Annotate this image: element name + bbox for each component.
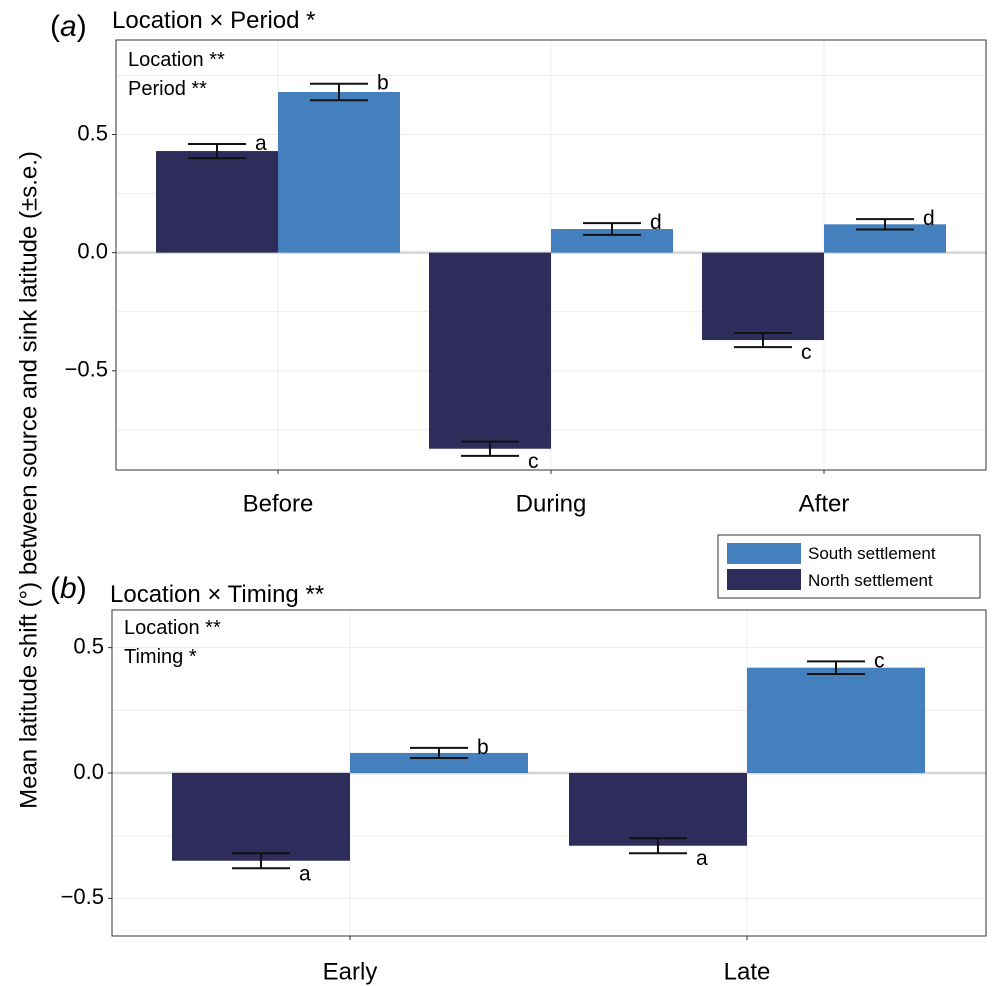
panel-a-error-bar — [461, 440, 519, 457]
panel-b-significance-letter: b — [477, 736, 489, 759]
panel-a-x-tick-label-during: During — [516, 490, 587, 517]
panel-b-error-bar — [807, 660, 865, 675]
panel-b-x-tick-label-early: Early — [323, 958, 378, 985]
panel-a-title: Location × Period * — [112, 7, 315, 34]
panel-a-y-tick-label: 0.0 — [77, 238, 108, 263]
panel-a-significance-letter: b — [377, 72, 389, 95]
panel-a-significance-letter: c — [801, 341, 812, 364]
panel-a-annotation-period: Period ** — [128, 78, 207, 100]
panel-a-bar-north-before — [156, 151, 278, 253]
panel-a-x-ticks: Before During After — [243, 470, 850, 517]
panel-b: a a b c 0.5 0.0 −0.5 Early Late (b) Location ×… — [50, 572, 987, 985]
panel-a-annotation-location: Location ** — [128, 49, 225, 71]
panel-b-y-tick-label: 0.0 — [73, 759, 104, 784]
panel-b-bar-north-late — [569, 773, 747, 846]
panel-b-bar-north-early — [172, 773, 350, 861]
y-axis-label: Mean latitude shift (°) between source a… — [15, 151, 42, 809]
panel-b-error-bar — [629, 837, 687, 855]
panel-a-bar-south-during — [551, 229, 673, 253]
legend-swatch-south — [727, 543, 801, 564]
panel-a-x-tick-label-before: Before — [243, 490, 314, 517]
panel-b-error-bar — [410, 746, 468, 759]
panel-b-y-tick-label: 0.5 — [73, 633, 104, 658]
panel-b-significance-letter: c — [874, 649, 885, 672]
panel-a-significance-letter: d — [923, 207, 935, 230]
panel-a-y-tick-label: 0.5 — [77, 120, 108, 145]
panel-a-letter: (a) — [50, 10, 87, 43]
panel-a-x-tick-label-after: After — [799, 490, 850, 517]
panel-a-significance-letter: d — [650, 211, 662, 234]
panel-b-y-tick-label: −0.5 — [61, 884, 104, 909]
panel-a-significance-letter: c — [528, 450, 539, 473]
panel-b-letter: (b) — [50, 572, 87, 605]
panel-b-y-ticks: 0.5 0.0 −0.5 — [61, 633, 112, 909]
panel-a-error-bar — [856, 218, 914, 231]
panel-b-significance-letter: a — [299, 862, 311, 885]
legend-label-north: North settlement — [808, 571, 933, 590]
panel-a-error-bar — [583, 222, 641, 236]
legend-swatch-north — [727, 569, 801, 590]
panel-a-significance-letter: a — [255, 132, 267, 155]
panel-b-bars: a a b c — [172, 649, 925, 885]
panel-b-annotation-location: Location ** — [124, 617, 221, 639]
panel-a-bar-south-before — [278, 91, 400, 253]
panel-b-significance-letter: a — [696, 847, 708, 870]
panel-b-error-bar — [232, 852, 290, 870]
panel-b-bar-south-early — [350, 752, 528, 773]
panel-a-y-tick-label: −0.5 — [65, 357, 108, 382]
panel-a-bar-north-after — [702, 252, 824, 341]
panel-a-error-bar — [734, 331, 792, 349]
panel-a-y-ticks: 0.5 0.0 −0.5 — [65, 120, 116, 382]
panel-a-error-bar — [188, 142, 246, 160]
panel-a-bars: a c c b d d — [156, 72, 946, 473]
panel-a-bar-north-during — [429, 252, 551, 449]
panel-b-x-tick-label-late: Late — [724, 958, 771, 985]
panel-a-error-bar — [310, 82, 368, 102]
legend: South settlement North settlement — [717, 534, 981, 599]
panel-b-x-ticks: Early Late — [323, 936, 771, 985]
legend-label-south: South settlement — [808, 544, 936, 563]
panel-b-annotation-timing: Timing * — [124, 646, 197, 668]
panel-b-bar-south-late — [747, 667, 925, 773]
panel-b-title: Location × Timing ** — [110, 581, 324, 608]
